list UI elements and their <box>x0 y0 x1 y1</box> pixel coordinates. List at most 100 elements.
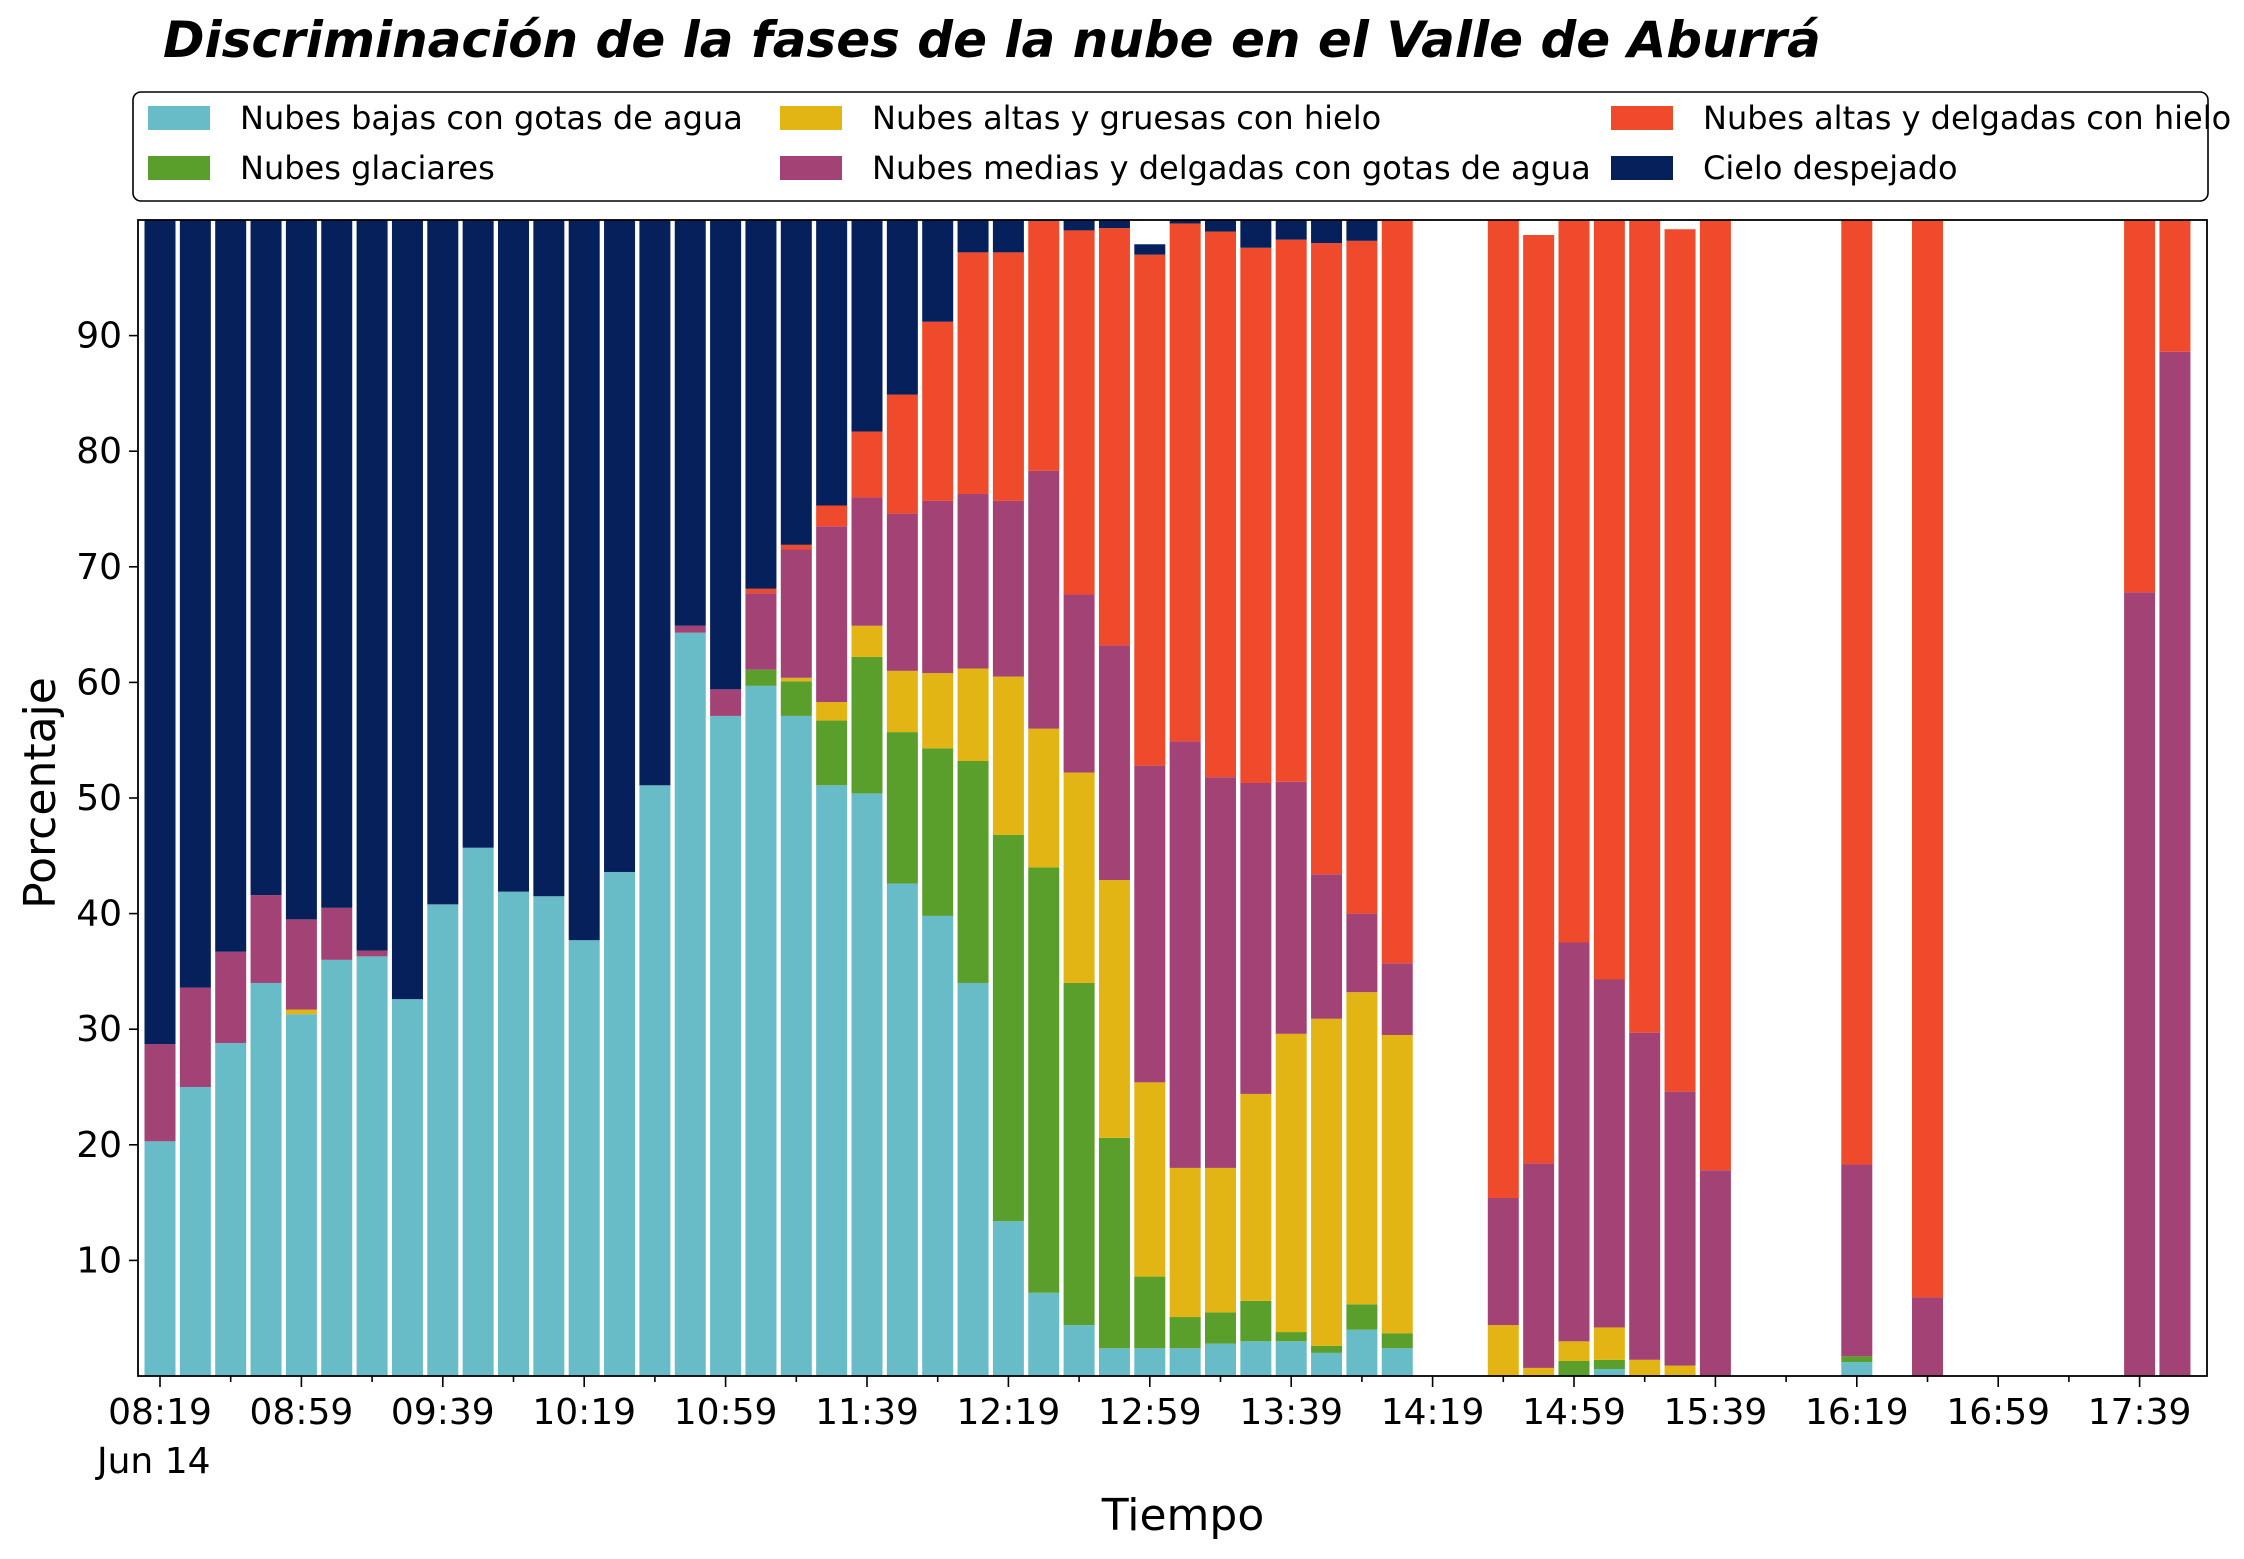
x-tick-label: 10:59 <box>674 1392 778 1433</box>
bar-segment <box>1912 220 1943 1298</box>
x-axis: 08:19 08:59 09:39 10:19 10:59 11:39 12:19 12:59… <box>108 1376 2191 1433</box>
bar-segment <box>1063 594 1095 773</box>
legend-frame <box>132 91 2209 202</box>
x-tick-label: 08:19 <box>108 1392 212 1433</box>
bar-segment <box>957 252 989 494</box>
bar-segment <box>498 220 529 892</box>
bar-segment <box>780 544 812 550</box>
x-axis-label: Tiempo <box>1101 1490 1265 1541</box>
x-tick-label: 12:19 <box>957 1392 1061 1433</box>
bar-segment <box>1381 963 1413 1035</box>
legend-swatch <box>780 106 842 130</box>
bar-segment <box>745 220 777 589</box>
bar-segment <box>745 669 777 686</box>
legend-label: Cielo despejado <box>1703 149 1958 187</box>
bar-segment <box>639 220 671 786</box>
bar-segment <box>1063 230 1095 595</box>
bar-segment <box>1275 1033 1307 1333</box>
legend-item: Cielo despejado <box>1611 149 1958 187</box>
y-tick-label: 10 <box>76 1240 122 1281</box>
bar-segment <box>321 907 353 960</box>
bar-segment <box>957 220 989 253</box>
legend-item: Nubes altas y delgadas con hielo <box>1611 99 2231 137</box>
bar-segment <box>816 702 848 721</box>
bar-segment <box>1487 1197 1519 1326</box>
bar-segment <box>816 785 848 1376</box>
legend-label: Nubes altas y delgadas con hielo <box>1703 99 2231 137</box>
x-tick-label: 16:59 <box>1946 1392 2050 1433</box>
bar-segment <box>1346 913 1378 993</box>
bar-segment <box>179 1087 211 1376</box>
bar-segment <box>710 220 742 690</box>
bar-segment <box>1629 1032 1661 1360</box>
bar-segment <box>1275 239 1307 782</box>
bar-segment <box>1169 220 1201 224</box>
bar-segment <box>427 220 459 905</box>
bar-segment <box>427 904 459 1376</box>
bar-segment <box>1063 982 1095 1326</box>
y-tick-label: 50 <box>76 778 122 819</box>
bar-segment <box>1275 1332 1307 1342</box>
bar-segment <box>1558 1341 1590 1361</box>
bar-segment <box>1629 1359 1661 1376</box>
bar-segment <box>851 656 883 794</box>
bar-segment <box>1593 220 1625 980</box>
bar-segment <box>1311 1352 1343 1376</box>
bar-segment <box>886 883 918 1376</box>
bar-segment <box>816 526 848 703</box>
x-tick-label: 13:39 <box>1239 1392 1343 1433</box>
bar-segment <box>604 220 636 872</box>
y-tick-label: 70 <box>76 547 122 588</box>
bar-segment <box>639 785 671 1376</box>
bar-segment <box>1134 1276 1166 1349</box>
bar-segment <box>1346 220 1378 241</box>
bar-segment <box>1346 240 1378 914</box>
bar-segment <box>1205 1343 1236 1376</box>
legend-swatch <box>1611 106 1673 130</box>
bar-segment <box>922 220 954 322</box>
bar-segment <box>1346 1304 1378 1330</box>
bar-segment <box>568 220 600 941</box>
bar-segment <box>1487 220 1519 1198</box>
bar-segment <box>922 673 954 749</box>
bar-segment <box>1841 1164 1873 1357</box>
legend-item: Nubes altas y gruesas con hielo <box>780 99 1381 137</box>
bar-segment <box>1205 1312 1236 1344</box>
legend-swatch <box>780 156 842 180</box>
bar-segment <box>1629 220 1661 1033</box>
bar-segment <box>1169 1167 1201 1318</box>
legend-label: Nubes glaciares <box>240 149 495 187</box>
bar-segment <box>780 220 812 545</box>
bar-segment <box>1169 223 1201 742</box>
bar-segment <box>922 500 954 674</box>
x-tick-label: 10:19 <box>532 1392 636 1433</box>
bar-segment <box>1240 247 1272 783</box>
bar-segment <box>1381 1333 1413 1349</box>
bar-segment <box>922 321 954 501</box>
bar-segment <box>851 431 883 498</box>
bar-segment <box>144 1044 176 1142</box>
bar-segment <box>851 220 883 432</box>
bar-segment <box>1169 1348 1201 1376</box>
bar-segment <box>215 220 247 952</box>
bar-segment <box>1028 470 1060 729</box>
bar-segment <box>674 220 706 626</box>
y-tick-label: 60 <box>76 662 122 703</box>
x-tick-label: 15:39 <box>1664 1392 1768 1433</box>
bar-segment <box>1381 1348 1413 1376</box>
bar-segment <box>285 1009 317 1015</box>
bar-segment <box>1205 220 1236 232</box>
bar-segment <box>1381 1034 1413 1334</box>
legend-swatch <box>148 106 210 130</box>
y-tick-label: 40 <box>76 894 122 935</box>
bar-segment <box>1311 220 1343 244</box>
x-tick-label: 14:19 <box>1381 1392 1485 1433</box>
bar-segment <box>2124 220 2156 593</box>
bar-segment <box>957 668 989 762</box>
bar-segment <box>886 394 918 514</box>
bar-segment <box>1593 979 1625 1328</box>
bar-segment <box>1098 1137 1130 1349</box>
bar-segment <box>745 685 777 1376</box>
bar-segment <box>1311 243 1343 875</box>
